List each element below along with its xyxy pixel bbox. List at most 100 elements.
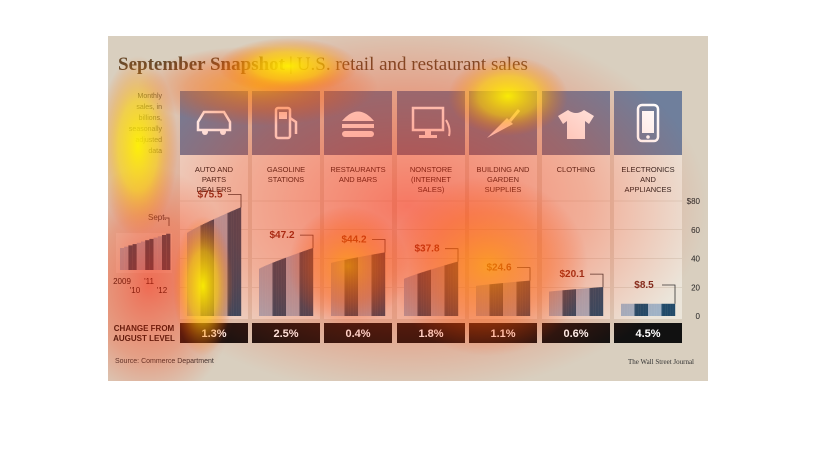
monthly-bar xyxy=(189,231,191,316)
credit-note: The Wall Street Journal xyxy=(628,358,694,366)
title-subtitle: U.S. retail and restaurant sales xyxy=(296,54,528,75)
legend-note-line: billions, xyxy=(139,115,162,122)
monthly-bar xyxy=(344,259,346,316)
monthly-bar xyxy=(274,261,277,316)
monthly-bar xyxy=(288,256,290,316)
legend-mini-bar xyxy=(128,245,133,270)
monthly-bar xyxy=(578,288,580,316)
monthly-bar xyxy=(448,264,450,316)
monthly-bar xyxy=(365,255,367,316)
monthly-bar xyxy=(506,282,509,316)
monthly-bar xyxy=(518,281,521,316)
category-label: SALES) xyxy=(418,185,445,194)
monthly-bar xyxy=(455,262,457,316)
monthly-bar xyxy=(634,303,636,316)
monthly-bar xyxy=(411,275,413,316)
category-label: GARDEN xyxy=(487,175,519,184)
monthly-bar xyxy=(438,267,440,316)
monthly-bar xyxy=(512,282,515,316)
monthly-bar xyxy=(205,222,207,316)
legend-mini-bar xyxy=(149,238,154,270)
monthly-bar xyxy=(520,281,522,316)
category-label: NONSTORE xyxy=(410,165,452,174)
legend-mini-bar xyxy=(132,244,137,270)
monthly-bar xyxy=(297,253,299,316)
monthly-bar xyxy=(560,290,562,316)
monthly-bar xyxy=(354,257,356,316)
monthly-bar xyxy=(627,303,629,316)
monthly-bar xyxy=(432,268,434,316)
column-icon-header xyxy=(397,91,465,155)
monthly-bar xyxy=(490,284,493,316)
monthly-bar xyxy=(195,227,198,316)
monthly-bar xyxy=(345,259,348,316)
monthly-bar xyxy=(646,303,649,316)
monthly-bar xyxy=(449,263,451,316)
monthly-bar xyxy=(662,303,665,316)
monthly-bar xyxy=(190,230,193,316)
legend-note-line: adjusted xyxy=(136,137,163,144)
monthly-bar xyxy=(517,281,520,316)
monthly-bar xyxy=(300,252,303,316)
monthly-bar xyxy=(202,224,205,316)
monthly-bar xyxy=(671,303,673,316)
monthly-bar xyxy=(553,291,556,316)
monthly-bar xyxy=(222,214,225,316)
monthly-bar xyxy=(372,254,375,316)
monthly-bar xyxy=(505,282,507,316)
monthly-bar xyxy=(283,258,285,316)
monthly-bar xyxy=(428,270,430,316)
monthly-bar xyxy=(218,216,221,316)
monthly-bar xyxy=(292,255,294,316)
monthly-bar xyxy=(298,252,300,316)
category-label: GASOLINE xyxy=(267,165,305,174)
monthly-bar xyxy=(624,303,627,316)
monthly-bar xyxy=(551,291,553,316)
monthly-bar xyxy=(450,263,453,316)
monthly-bar xyxy=(566,289,568,316)
monthly-bar xyxy=(635,303,638,316)
y-tick-label: 60 xyxy=(691,226,700,235)
legend-year-label: '11 xyxy=(144,277,154,286)
value-label: $8.5 xyxy=(634,280,654,291)
monthly-bar xyxy=(657,303,660,316)
monthly-bar xyxy=(479,285,482,316)
monthly-bar xyxy=(378,253,381,316)
monthly-bar xyxy=(638,303,640,316)
legend: Monthly sales, in billions, seasonally adjus… xyxy=(113,93,172,295)
monthly-bar xyxy=(453,262,455,316)
monthly-bar xyxy=(587,288,589,316)
monthly-bar xyxy=(564,290,567,316)
monthly-bar xyxy=(237,208,239,316)
monthly-bar xyxy=(668,303,671,316)
category-label: PARTS xyxy=(202,175,226,184)
monthly-bar xyxy=(445,264,448,316)
monthly-bar xyxy=(563,290,566,316)
monthly-bar xyxy=(670,303,672,316)
monthly-bar xyxy=(406,277,408,316)
monthly-bar xyxy=(236,209,238,316)
monthly-bar xyxy=(666,303,668,316)
monthly-bar xyxy=(558,290,561,316)
monthly-bar xyxy=(200,225,202,316)
monthly-bar xyxy=(625,303,628,316)
monthly-bar xyxy=(495,283,498,316)
monthly-bar xyxy=(509,282,511,316)
monthly-bar xyxy=(370,254,372,316)
change-label: CHANGE FROM xyxy=(114,324,175,333)
monthly-bar xyxy=(498,283,500,316)
monthly-bar xyxy=(628,303,630,316)
monthly-bar xyxy=(567,289,569,316)
monthly-bar xyxy=(404,278,406,316)
monthly-bar xyxy=(261,267,263,316)
monthly-bar xyxy=(268,264,271,316)
monthly-bar xyxy=(356,257,359,316)
monthly-bar xyxy=(593,287,595,316)
legend-year-label: '10 xyxy=(130,286,141,295)
monthly-bar xyxy=(573,289,575,316)
category-label: CLOTHING xyxy=(557,165,596,174)
monthly-bar xyxy=(577,289,579,316)
monthly-bar xyxy=(293,254,295,316)
monthly-bar xyxy=(621,303,623,316)
monthly-bar xyxy=(645,303,647,316)
